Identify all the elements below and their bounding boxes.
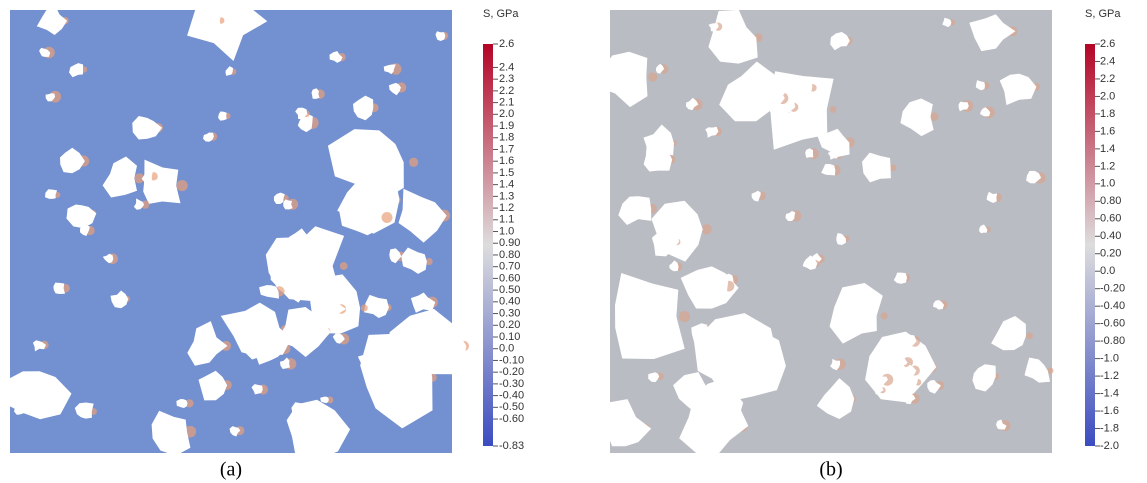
tick-label: -2.0 (1100, 440, 1119, 452)
tick-label: -1.0 (1100, 353, 1119, 365)
tick-label: -0.20 (499, 366, 524, 378)
tick-label: 2.6 (499, 38, 514, 50)
tick-label: 0.20 (1100, 248, 1121, 260)
tick-label: 1.4 (1100, 143, 1115, 155)
tick-label: 1.6 (1100, 125, 1115, 137)
tick-label: 0.60 (1100, 213, 1121, 225)
tick-label: -0.83 (499, 440, 524, 452)
stress-spot (679, 311, 690, 322)
tick-label: 2.3 (499, 73, 514, 85)
tick-label: 0.20 (499, 319, 520, 331)
tick-label: -0.10 (499, 354, 524, 366)
stress-map (3, 0, 469, 460)
stress-map (597, 10, 1053, 454)
tick-label: 2.2 (499, 85, 514, 97)
tick-label: 0.0 (1100, 265, 1115, 277)
tick-label: 1.6 (499, 155, 514, 167)
tick-label: -1.4 (1100, 387, 1119, 399)
pore (597, 52, 647, 107)
stress-spot (409, 158, 418, 167)
tick-label: -0.20 (1100, 283, 1125, 295)
tick-label: -0.30 (499, 378, 524, 390)
tick-label: 0.80 (499, 249, 520, 261)
tick-label: -0.60 (499, 413, 524, 425)
stress-spot (702, 224, 712, 234)
stress-spot (1026, 332, 1033, 339)
tick-label: -1.2 (1100, 370, 1119, 382)
colorbar (483, 44, 493, 446)
figure: S, GPa2.62.42.32.22.12.01.91.81.71.61.51… (0, 0, 1147, 483)
tick-label: 2.1 (499, 97, 514, 109)
tick-label: -0.40 (499, 390, 524, 402)
tick-label: 1.8 (1100, 108, 1115, 120)
panel-caption: (b) (819, 459, 842, 481)
tick-label: 2.0 (499, 108, 514, 120)
tick-label: -0.60 (1100, 318, 1125, 330)
tick-label: 1.8 (499, 132, 514, 144)
tick-label: 0.50 (499, 284, 520, 296)
stress-spot (176, 180, 187, 191)
colorbar (1085, 44, 1095, 446)
tick-label: 2.0 (1100, 90, 1115, 102)
tick-label: 1.9 (499, 120, 514, 132)
tick-label: 1.2 (499, 202, 514, 214)
tick-label: -0.40 (1100, 300, 1125, 312)
tick-label: 2.2 (1100, 73, 1115, 85)
stress-spot (382, 212, 393, 223)
tick-label: -1.8 (1100, 422, 1119, 434)
tick-label: -0.80 (1100, 335, 1125, 347)
tick-label: -0.50 (499, 401, 524, 413)
pore (53, 283, 65, 294)
tick-label: 2.4 (1100, 55, 1115, 67)
tick-label: -1.6 (1100, 405, 1119, 417)
tick-label: 1.4 (499, 179, 514, 191)
tick-label: 0.40 (1100, 230, 1121, 242)
tick-label: 0.90 (499, 237, 520, 249)
tick-label: 0.80 (1100, 195, 1121, 207)
colorbar-title: S, GPa (1085, 8, 1121, 20)
tick-label: 1.7 (499, 143, 514, 155)
colorbar-title: S, GPa (483, 8, 519, 20)
tick-label: 0.0 (499, 343, 514, 355)
tick-label: 0.10 (499, 331, 520, 343)
tick-label: 0.40 (499, 296, 520, 308)
tick-label: 0.60 (499, 272, 520, 284)
tick-label: 1.1 (499, 214, 514, 226)
tick-label: 1.5 (499, 167, 514, 179)
tick-label: 2.4 (499, 61, 514, 73)
tick-label: 1.0 (1100, 178, 1115, 190)
tick-label: 1.3 (499, 190, 514, 202)
tick-label: 1.2 (1100, 160, 1115, 172)
pore (283, 199, 292, 209)
panel-caption: (a) (220, 459, 242, 481)
tick-label: 0.70 (499, 261, 520, 273)
tick-label: 0.30 (499, 307, 520, 319)
tick-label: 2.6 (1100, 38, 1115, 50)
stress-spot (830, 106, 837, 113)
stress-spot (648, 72, 657, 81)
stress-spot (361, 304, 368, 311)
stress-spot (881, 312, 888, 319)
stress-spot (340, 262, 348, 270)
tick-label: 1.0 (499, 225, 514, 237)
